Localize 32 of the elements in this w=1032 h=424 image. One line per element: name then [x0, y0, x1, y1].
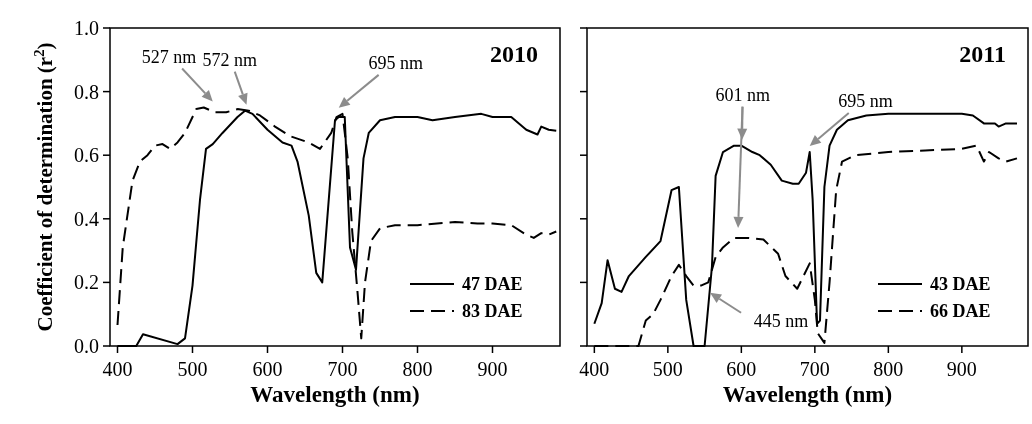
x-tick-label: 900 [477, 358, 508, 380]
legend-label: 47 DAE [462, 274, 523, 294]
annotation: 601 nm [715, 84, 770, 105]
x-axis-title: Wavelength (nm) [250, 382, 420, 407]
x-tick-label: 500 [177, 358, 208, 380]
x-tick-label: 400 [579, 358, 610, 380]
legend-label: 83 DAE [462, 301, 523, 321]
x-tick-label: 800 [402, 358, 433, 380]
x-tick-label: 900 [946, 358, 977, 380]
x-tick-label: 700 [327, 358, 358, 380]
y-tick-label: 0.2 [74, 271, 99, 294]
y-tick-label: 0.0 [74, 335, 99, 357]
annotation: 572 nm [202, 49, 257, 70]
y-tick-label: 0.6 [74, 144, 99, 167]
x-tick-label: 600 [726, 358, 757, 380]
x-tick-label: 400 [102, 358, 133, 380]
text: 2011 [959, 41, 1006, 67]
annotation: 695 nm [368, 52, 424, 73]
y-tick-label: 0.8 [74, 80, 99, 103]
x-tick-label: 600 [252, 358, 283, 380]
x-tick-label: 800 [873, 358, 904, 380]
legend-label: 66 DAE [930, 301, 991, 321]
y-tick-label: 0.4 [74, 207, 99, 230]
x-tick-label: 500 [652, 358, 683, 380]
x-axis-title: Wavelength (nm) [722, 382, 893, 407]
annotation: 445 nm [753, 310, 809, 331]
text: 2010 [490, 41, 538, 67]
legend-label: 43 DAE [930, 274, 991, 294]
y-tick-label: 1.0 [74, 17, 99, 39]
annotation: 527 nm [141, 46, 197, 67]
x-tick-label: 700 [799, 358, 830, 380]
annotation: 695 nm [838, 91, 893, 112]
